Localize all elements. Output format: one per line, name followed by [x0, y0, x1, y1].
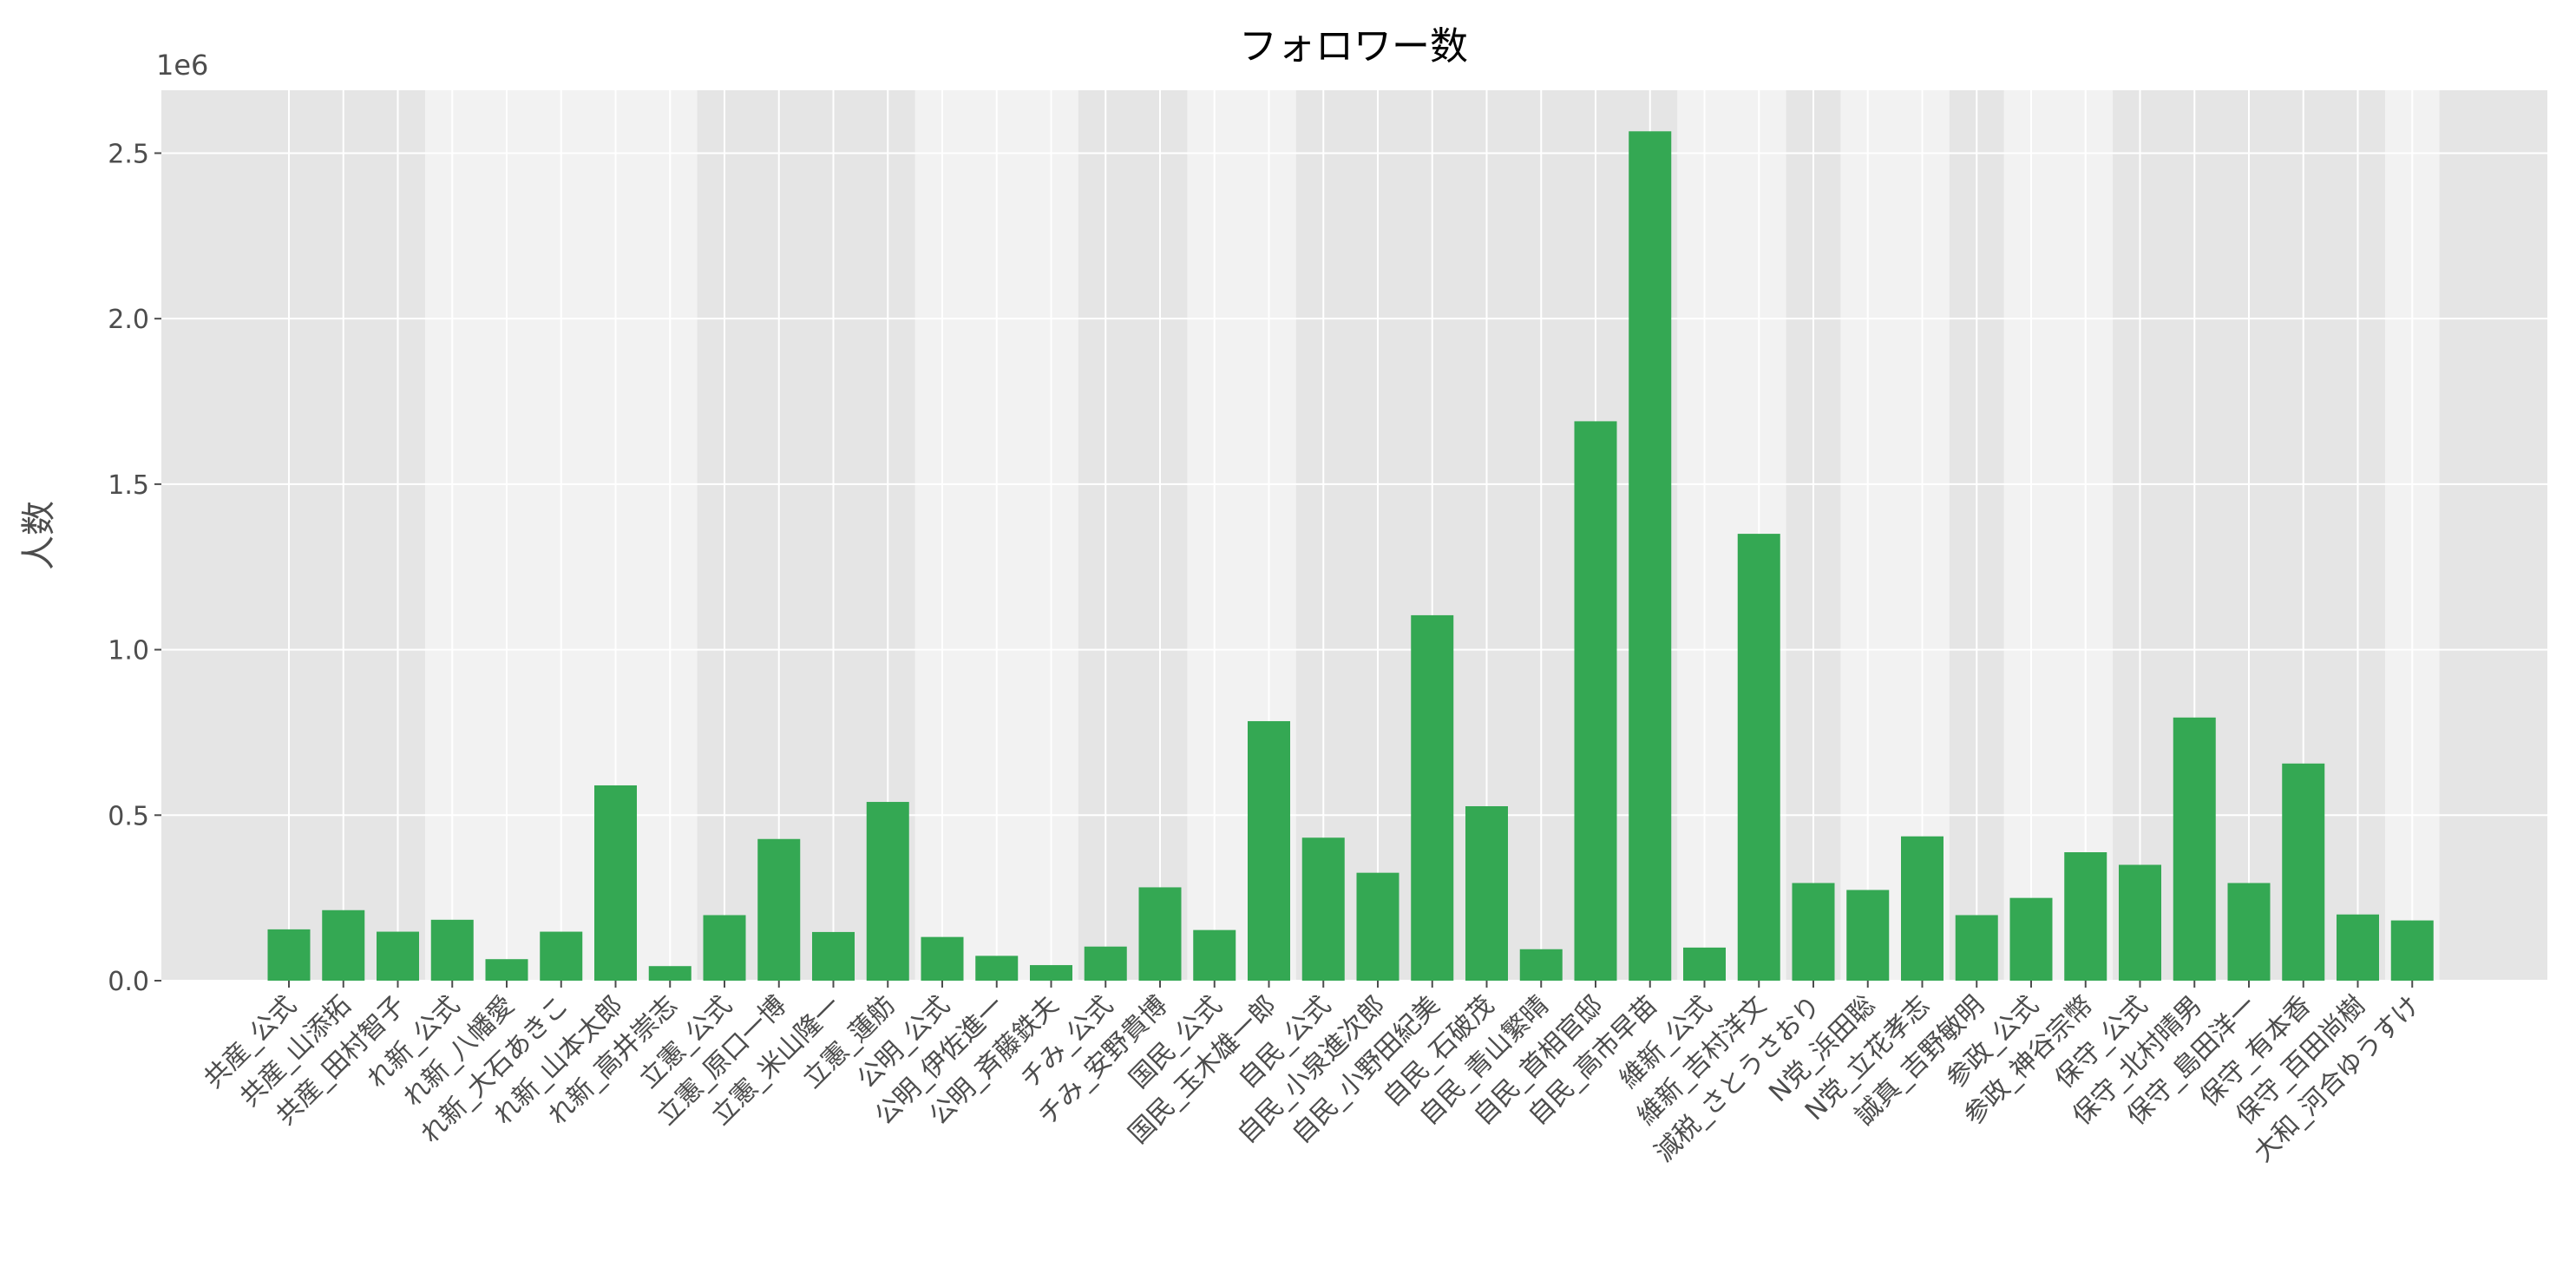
bar — [1683, 947, 1726, 981]
y-tick-label: 0.5 — [108, 801, 149, 831]
bar — [2390, 920, 2434, 981]
bar — [2282, 763, 2325, 981]
bar — [1629, 131, 1672, 981]
bar — [1846, 890, 1890, 981]
bar — [1411, 614, 1454, 981]
bar — [2064, 852, 2107, 981]
y-tick-label: 1.5 — [108, 470, 149, 501]
bar — [594, 785, 637, 981]
bar — [1084, 946, 1127, 981]
bar — [430, 919, 474, 981]
bar — [267, 929, 311, 981]
group-band — [1840, 90, 1950, 981]
bar — [322, 910, 365, 981]
y-axis-label: 人数 — [19, 501, 59, 570]
bar — [2337, 914, 2379, 981]
bar — [1356, 872, 1399, 981]
bar — [1574, 421, 1617, 982]
bar — [1519, 949, 1563, 981]
bar — [377, 931, 419, 981]
bar — [1030, 965, 1072, 981]
bar — [540, 931, 583, 981]
bar — [812, 931, 855, 981]
group-band — [2003, 90, 2114, 981]
bar — [1737, 534, 1780, 981]
y-tick-label: 2.0 — [108, 305, 149, 335]
bar — [866, 802, 909, 981]
y-tick-label: 1.0 — [108, 636, 149, 667]
bar — [1138, 887, 1182, 981]
bar — [1465, 805, 1508, 981]
y-tick-label: 2.5 — [108, 139, 149, 169]
bar — [1248, 720, 1290, 981]
bar — [975, 956, 1019, 981]
bar — [485, 959, 528, 981]
bar — [2119, 864, 2161, 981]
bar — [1901, 836, 1943, 981]
bar — [2009, 897, 2053, 981]
bar — [2173, 717, 2216, 981]
y-tick-label: 0.0 — [108, 967, 149, 997]
chart-title: フォロワー数 — [1239, 24, 1468, 69]
bar — [1301, 837, 1345, 981]
bar — [1792, 883, 1835, 981]
bar — [921, 936, 964, 981]
bar — [703, 915, 746, 981]
bar — [757, 838, 801, 981]
bar — [1193, 929, 1236, 981]
bar — [2227, 883, 2271, 981]
y-offset-label: 1e6 — [156, 49, 208, 82]
bar — [648, 966, 692, 981]
bar — [1955, 915, 1998, 981]
